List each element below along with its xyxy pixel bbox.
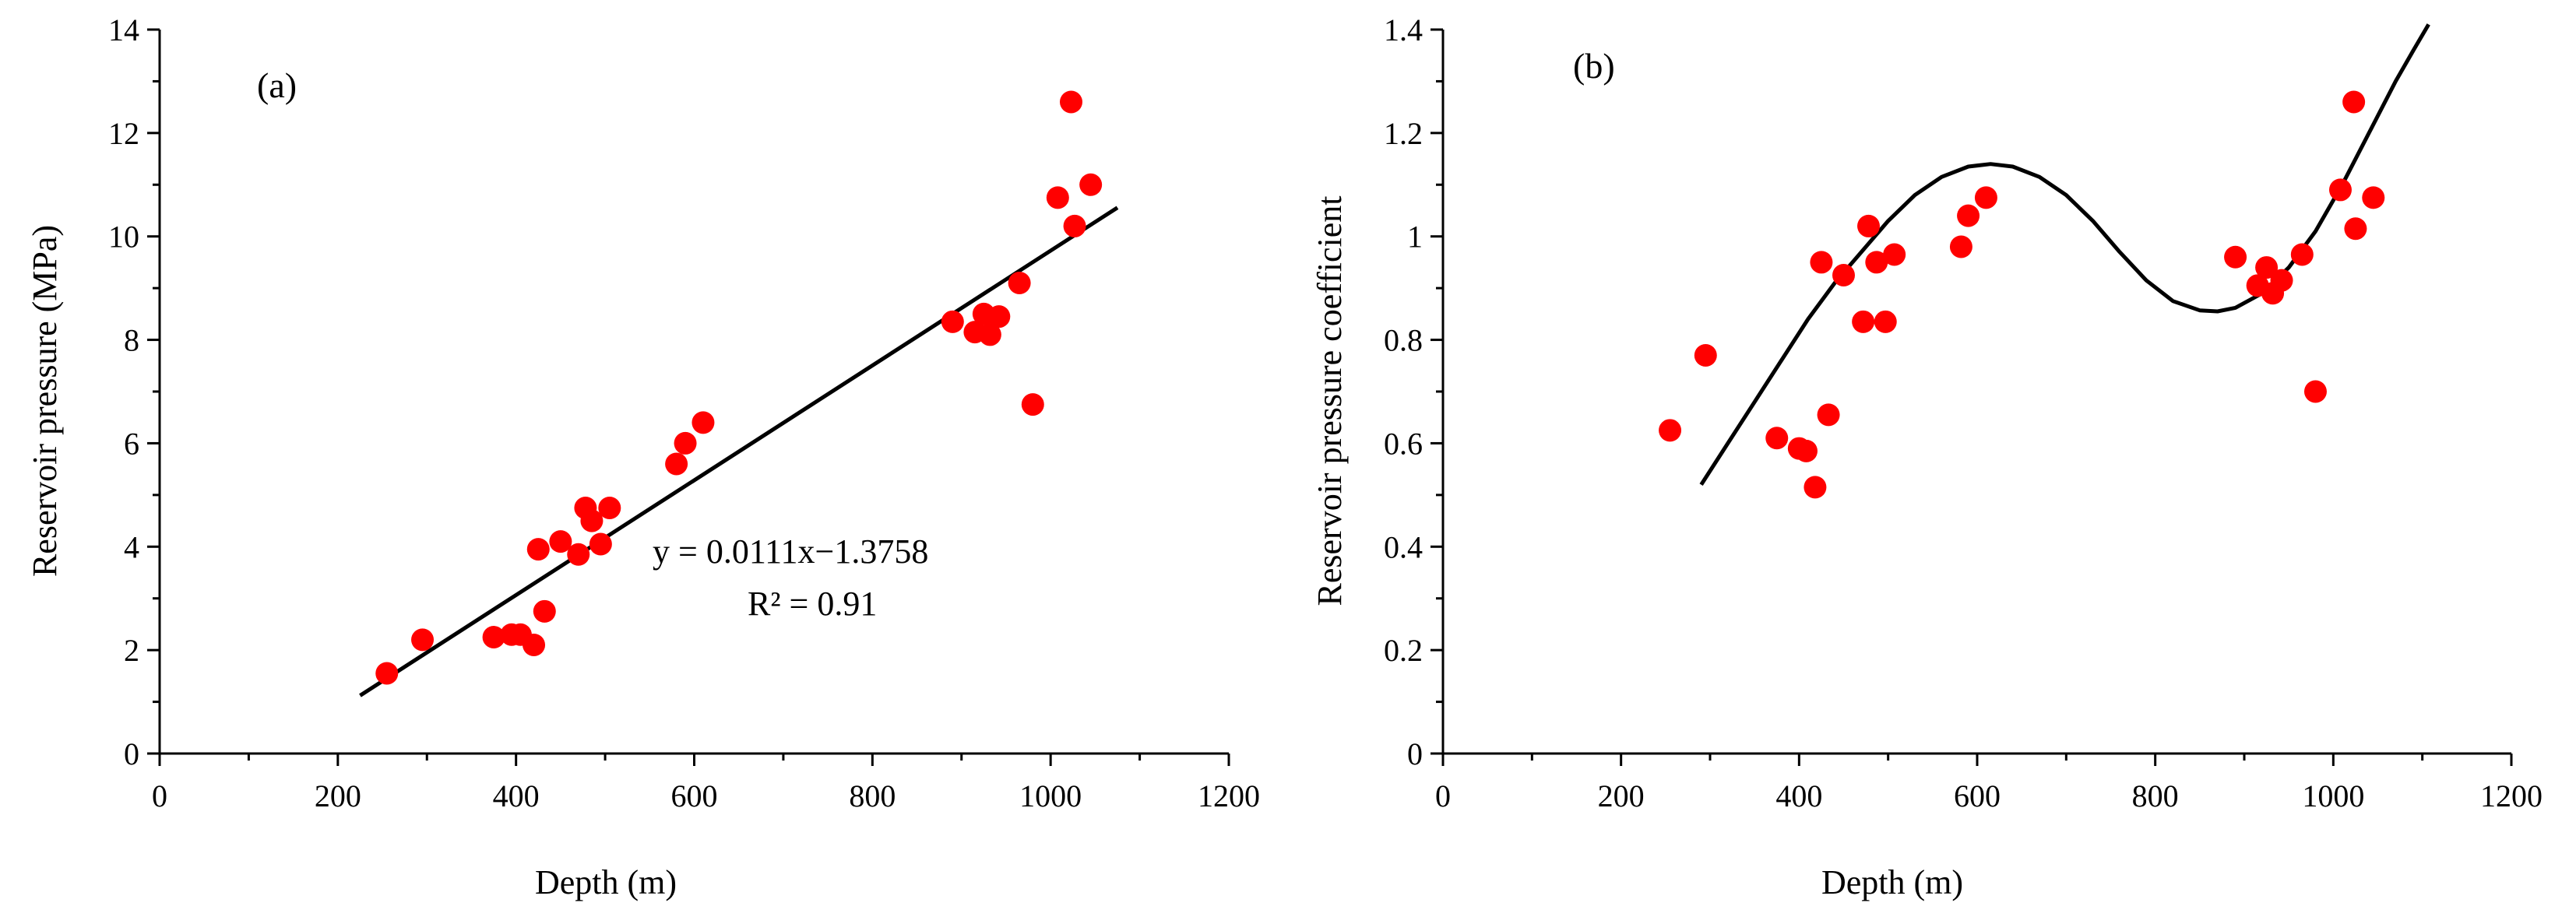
panel-a-x-axis-label: Depth (m)	[535, 863, 677, 901]
panel-b-data-point	[1804, 476, 1827, 499]
panel-b-x-tick-label: 200	[1598, 778, 1645, 813]
panel-a-data-point	[411, 628, 435, 652]
panel-b-data-point	[2224, 245, 2247, 269]
panel-a-fit-equation: y = 0.0111x−1.3758	[653, 532, 928, 571]
panel-a-data-point	[1079, 173, 1103, 196]
panel-b-data-point	[2290, 243, 2314, 266]
panel-b-y-tick-label: 0.8	[1384, 323, 1423, 358]
panel-b-data-point	[1852, 310, 1875, 333]
panel-a-data-point	[1008, 272, 1031, 294]
panel-a-data-point	[665, 452, 688, 476]
panel-b-data-point	[2303, 380, 2327, 403]
panel-b-y-tick-label: 0.2	[1384, 633, 1423, 668]
panel-b-x-tick-label: 0	[1435, 778, 1451, 813]
panel-b-x-tick-label: 600	[1954, 778, 2001, 813]
panel-b-x-tick-label: 1200	[2480, 778, 2543, 813]
panel-b-x-axis-label: Depth (m)	[1821, 863, 1963, 901]
panel-a-data-point	[978, 323, 1001, 346]
panel-b-data-point	[1765, 427, 1789, 450]
panel-b-y-tick-label: 0	[1407, 736, 1423, 771]
panel-a-fit-line-group	[359, 206, 1119, 697]
panel-a-data-point	[523, 634, 546, 656]
panel-a-data-point	[526, 538, 550, 561]
panel-b-data-point	[2342, 90, 2366, 114]
panel-a-data-point	[589, 532, 612, 556]
panel-b-y-tick-label: 0.6	[1384, 426, 1423, 461]
panel-a-y-tick-label: 14	[108, 12, 139, 47]
panel-a-y-tick-label: 4	[124, 529, 139, 564]
panel-b-data-point	[1659, 419, 1682, 442]
panel-b-label: (b)	[1573, 46, 1615, 86]
panel-a-data-point	[375, 662, 399, 685]
panel-b-y-tick-label: 1.4	[1384, 12, 1423, 47]
panel-a-data-point	[674, 431, 697, 455]
panel-a-data-point	[598, 496, 621, 519]
panel-b-data-point	[1832, 264, 1855, 287]
panel-b-x-tick-label: 1000	[2302, 778, 2364, 813]
panel-a-r2-label: R² = 0.91	[748, 585, 877, 623]
panel-b-data-point	[1810, 251, 1833, 274]
panel-a-x-tick-label: 0	[152, 778, 167, 813]
panel-b-data-point	[1865, 251, 1888, 274]
panel-b-fit-curve-group	[1699, 23, 2430, 486]
panel-a-data-point	[941, 310, 964, 333]
panel-a-data-point	[580, 509, 604, 532]
panel-a-axes: 0 200 400 600 800 1000 1200 0 2 4 6 8 10 12 14	[108, 12, 1260, 813]
panel-a-scatter-chart: 0 200 400 600 800 1000 1200 0 2 4 6 8 10 12 14 (a) y =…	[26, 12, 1260, 901]
panel-a-data-point	[482, 626, 505, 649]
panel-b-data-point	[1949, 235, 1972, 258]
panel-b-data-point	[1817, 403, 1840, 427]
panel-a-data-point	[567, 543, 590, 566]
panel-a-label: (a)	[257, 65, 297, 105]
panel-b-data-point	[2328, 178, 2352, 202]
panel-a-x-tick-label: 1000	[1019, 778, 1082, 813]
panel-b-scatter-chart: 0 200 400 600 800 1000 1200 0 0.2 0.4 0.6 0.8 1 1.2 1.…	[1311, 12, 2543, 901]
panel-b-y-tick-label: 1	[1407, 220, 1423, 255]
panel-b-fit-curve	[1699, 23, 2430, 486]
panel-b-y-tick-label: 0.4	[1384, 529, 1423, 564]
panel-b-data-point	[1694, 344, 1717, 367]
panel-a-x-tick-label: 600	[671, 778, 718, 813]
panel-a-y-tick-label: 0	[124, 736, 139, 771]
panel-b-data-point	[2362, 186, 2385, 209]
panel-b-data-point	[1974, 186, 1997, 209]
panel-a-y-tick-label: 6	[124, 426, 139, 461]
panel-b-data-point	[1857, 214, 1881, 237]
panel-a-data-point	[1063, 214, 1086, 237]
panel-b-data-point	[1794, 439, 1818, 462]
panel-a-y-tick-label: 12	[108, 116, 139, 151]
panel-b-x-tick-label: 400	[1775, 778, 1822, 813]
panel-a-data-point	[1046, 186, 1069, 209]
panel-a-y-tick-label: 8	[124, 323, 139, 358]
panel-a-x-tick-label: 1200	[1198, 778, 1260, 813]
panel-a-data-point	[549, 530, 572, 553]
panel-b-y-tick-label: 1.2	[1384, 116, 1423, 151]
panel-b-points	[1659, 90, 2385, 499]
panel-a-y-tick-label: 10	[108, 220, 139, 255]
panel-a-data-point	[692, 411, 715, 434]
panel-b-data-point	[1883, 243, 1906, 266]
panel-a-data-point	[1021, 393, 1044, 416]
panel-a-data-point	[533, 599, 556, 623]
panel-b-data-point	[2255, 256, 2279, 279]
panel-b-data-point	[1874, 310, 1897, 333]
panel-a-y-axis-label: Reservoir pressure (MPa)	[26, 225, 64, 577]
panel-b-data-point	[1957, 204, 1980, 227]
panel-b-data-point	[2344, 217, 2367, 241]
panel-b-x-tick-label: 800	[2132, 778, 2179, 813]
panel-b-axes: 0 200 400 600 800 1000 1200 0 0.2 0.4 0.6 0.8 1 1.2 1.…	[1384, 12, 2543, 813]
panel-a-data-point	[1059, 90, 1082, 114]
panel-a-x-tick-label: 400	[493, 778, 540, 813]
panel-a-y-tick-label: 2	[124, 633, 139, 668]
panel-a-data-point	[987, 305, 1011, 328]
panel-b-data-point	[2270, 269, 2293, 292]
panel-a-x-tick-label: 800	[849, 778, 896, 813]
panel-a-regression-line	[359, 206, 1119, 697]
panel-b-y-axis-label: Reservoir pressure coefficient	[1311, 196, 1349, 606]
panel-a-x-tick-label: 200	[315, 778, 361, 813]
panel-a-points	[375, 90, 1103, 685]
